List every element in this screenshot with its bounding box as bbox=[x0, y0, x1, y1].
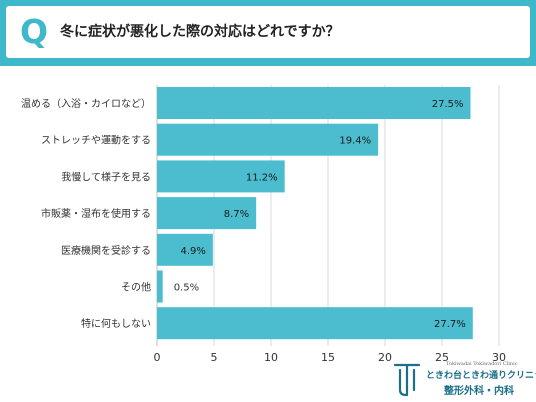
clinic-name: ときわ台ときわ通りクリニック bbox=[426, 371, 536, 381]
x-tick-label: 25 bbox=[435, 351, 449, 364]
data-label: 11.2% bbox=[246, 172, 278, 183]
category-label: 特に何もしない bbox=[81, 317, 151, 330]
question-badge: Q bbox=[20, 12, 49, 51]
x-tick-label: 15 bbox=[321, 351, 335, 364]
header-band: Q 冬に症状が悪化した際の対応はどれですか？ bbox=[0, 0, 536, 66]
x-tick-label: 10 bbox=[264, 351, 278, 364]
clinic-name-en: Tokiwadai Tokiwadori Clinic bbox=[446, 361, 518, 367]
data-label: 19.4% bbox=[339, 136, 371, 147]
bar bbox=[157, 123, 379, 156]
data-label: 8.7% bbox=[224, 209, 249, 220]
question-title: 冬に症状が悪化した際の対応はどれですか？ bbox=[60, 24, 340, 40]
bar bbox=[157, 87, 471, 119]
category-label: その他 bbox=[121, 281, 151, 294]
clinic-logo: Tokiwadai Tokiwadori Clinic ときわ台ときわ通りクリニ… bbox=[392, 360, 536, 400]
x-tick-label: 20 bbox=[378, 351, 392, 364]
clinic-logo-mark-icon bbox=[393, 363, 421, 397]
title-card: Q 冬に症状が悪化した際の対応はどれですか？ bbox=[6, 6, 530, 58]
data-label: 27.7% bbox=[434, 319, 466, 330]
category-label: 温める（入浴・カイロなど） bbox=[21, 98, 151, 110]
x-tick-label: 5 bbox=[211, 351, 218, 364]
bar bbox=[157, 270, 163, 303]
bar bbox=[157, 160, 285, 193]
category-label: 市販薬・湿布を使用する bbox=[41, 207, 151, 220]
category-label: 医療機関を受診する bbox=[61, 244, 151, 257]
bar bbox=[157, 197, 257, 230]
bar bbox=[157, 233, 213, 266]
category-label: 我慢して様子を見る bbox=[61, 170, 151, 183]
x-tick-label: 0 bbox=[154, 351, 161, 364]
bar bbox=[157, 307, 473, 340]
data-label: 4.9% bbox=[180, 246, 205, 257]
clinic-department: 整形外科・内科 bbox=[444, 386, 514, 397]
data-label: 0.5% bbox=[174, 283, 199, 294]
x-tick-label: 30 bbox=[492, 351, 506, 364]
category-label: ストレッチや運動をする bbox=[41, 134, 151, 147]
data-label: 27.5% bbox=[432, 99, 464, 110]
